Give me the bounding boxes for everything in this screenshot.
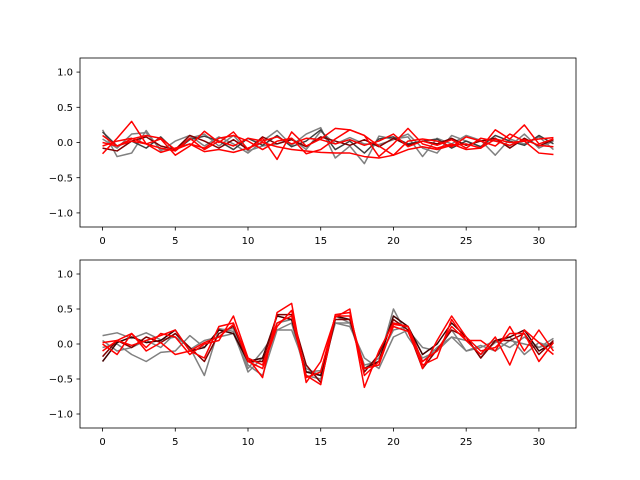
x-tick-label: 30 — [533, 437, 546, 448]
x-tick-label: 0 — [99, 437, 105, 448]
x-tick-label: 30 — [533, 236, 546, 247]
x-tick-label: 5 — [172, 236, 178, 247]
chart-bottom: 0 5 10 15 20 25 30 −1.0 −0.5 0.0 0.5 1.0 — [49, 259, 577, 448]
x-tick-label: 10 — [242, 236, 255, 247]
y-tick-label: 1.0 — [57, 68, 73, 79]
series-line-4 — [102, 120, 554, 161]
x-tick-label: 5 — [172, 437, 178, 448]
series-line-7 — [102, 133, 554, 152]
y-tick-label: 0.0 — [57, 340, 73, 351]
y-tick-label: 0.5 — [57, 103, 73, 114]
y-tick-label: 1.0 — [57, 270, 73, 281]
x-tick-label: 0 — [99, 236, 105, 247]
series-line-6 — [102, 309, 554, 386]
chart-top: 0 5 10 15 20 25 30 −1.0 −0.5 0.0 0.5 1.0 — [49, 57, 577, 247]
y-tick-label: −0.5 — [49, 375, 73, 386]
y-tick-label: 0.0 — [57, 138, 73, 149]
series-group — [101, 302, 555, 389]
x-tick-label: 15 — [314, 437, 327, 448]
y-tick-label: −1.0 — [49, 410, 73, 421]
series-group — [101, 120, 554, 165]
x-tick-label: 20 — [387, 437, 400, 448]
series-line-6 — [102, 134, 554, 159]
x-tick-label: 25 — [460, 437, 473, 448]
x-tick-label: 25 — [460, 236, 473, 247]
x-tick-label: 10 — [242, 437, 255, 448]
x-tick-label: 20 — [387, 236, 400, 247]
x-tick-label: 15 — [314, 236, 327, 247]
y-tick-label: 0.5 — [57, 305, 73, 316]
y-tick-label: −0.5 — [49, 173, 73, 184]
series-line-7 — [102, 315, 555, 379]
y-tick-label: −1.0 — [49, 209, 73, 220]
series-line-5 — [102, 302, 555, 389]
